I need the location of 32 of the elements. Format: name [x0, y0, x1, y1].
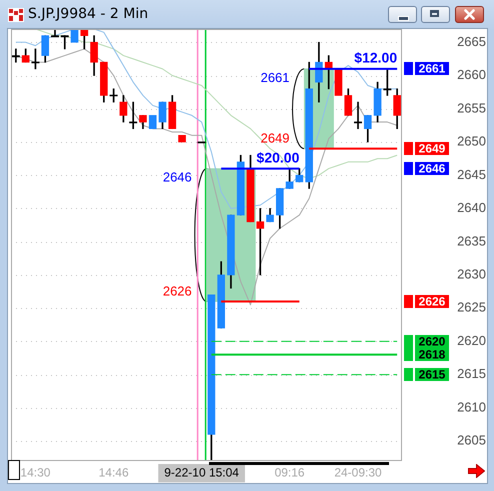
- y-tick-label: 2630: [457, 266, 486, 282]
- y-tick-label: 2655: [457, 100, 486, 116]
- y-tick-label: 2665: [457, 34, 486, 49]
- y-tick-label: 2605: [457, 432, 486, 448]
- legend-label: 2615: [418, 367, 446, 382]
- annotation: $20.00: [256, 149, 300, 166]
- legend-label: 2661: [418, 61, 446, 76]
- legend-label: 2618: [418, 347, 446, 362]
- text: 2646: [162, 170, 192, 185]
- x-tick-label: 09:16: [274, 466, 305, 480]
- legend-label: 2646: [418, 161, 446, 176]
- y-tick-label: 2620: [457, 332, 486, 348]
- chart-title: S.JP.J9984 - 2 Min: [28, 5, 148, 23]
- text: 2626: [162, 284, 192, 299]
- annotation: $12.00: [354, 50, 398, 66]
- x-tick-label: 14:46: [98, 466, 129, 480]
- y-tick-label: 2645: [457, 166, 486, 182]
- legend-label: 2620: [418, 334, 446, 348]
- y-tick-label: 2640: [457, 200, 486, 216]
- y-tick-label: 2660: [457, 67, 486, 82]
- y-tick-label: 2650: [457, 134, 486, 149]
- y-tick-label: 2635: [457, 233, 486, 248]
- text: 2649: [260, 130, 290, 146]
- x-tick-label: 14:30: [20, 466, 51, 480]
- y-tick-label: 2625: [457, 300, 486, 315]
- text: 2661: [260, 70, 290, 85]
- x-tick-label: 24-09:30: [334, 466, 382, 480]
- x-tick-label: 9-22-10 15:04: [164, 466, 240, 480]
- legend-label: 2626: [418, 294, 446, 308]
- y-tick-label: 2610: [457, 399, 486, 414]
- y-tick-label: 2615: [457, 366, 486, 382]
- legend-label: 2649: [418, 141, 446, 156]
